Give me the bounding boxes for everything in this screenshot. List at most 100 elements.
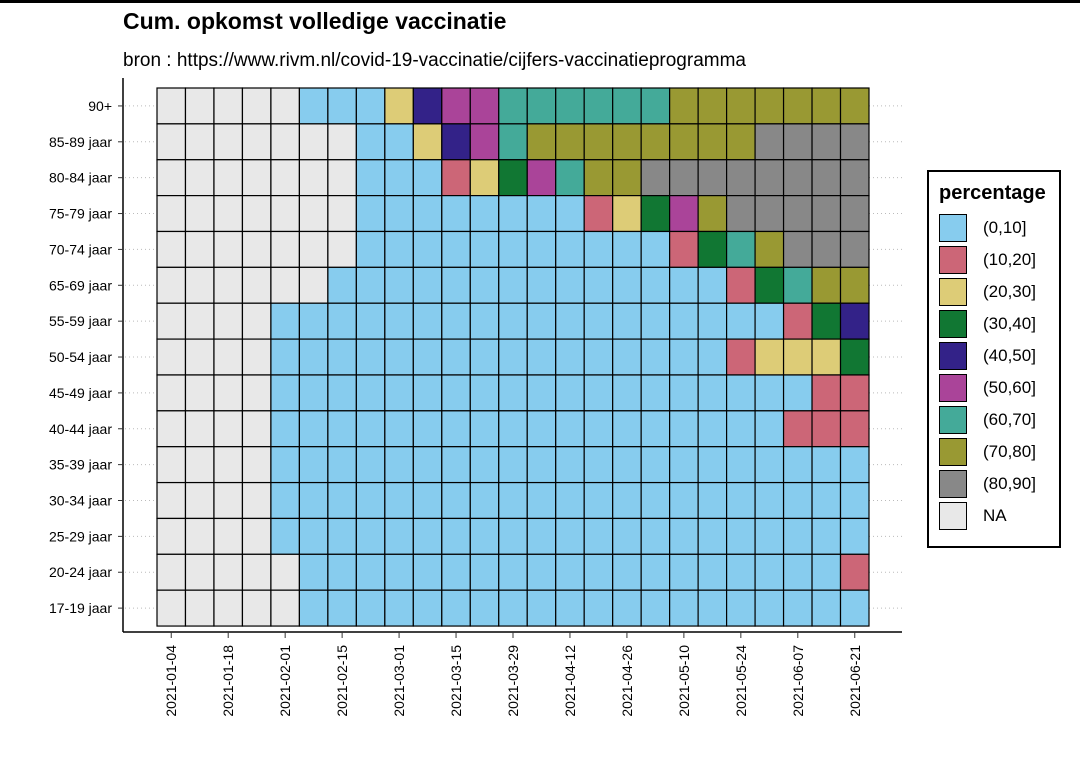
heatmap-cell bbox=[156, 87, 187, 125]
heatmap-cell bbox=[811, 123, 842, 161]
heatmap-cell bbox=[754, 446, 785, 484]
heatmap-cell bbox=[184, 374, 215, 412]
heatmap-cell bbox=[811, 553, 842, 591]
heatmap-cell bbox=[270, 410, 301, 448]
heatmap-cell bbox=[811, 589, 842, 627]
heatmap-cell bbox=[754, 517, 785, 555]
heatmap-cell bbox=[184, 266, 215, 304]
heatmap-cell bbox=[583, 410, 614, 448]
heatmap-cell bbox=[156, 589, 187, 627]
x-tick-label: 2021-04-26 bbox=[619, 645, 635, 717]
heatmap-cell bbox=[725, 481, 756, 520]
heatmap-cell bbox=[213, 553, 244, 591]
heatmap-cell bbox=[697, 230, 728, 268]
heatmap-cell bbox=[526, 230, 557, 268]
heatmap-cell bbox=[156, 481, 187, 520]
heatmap-cell bbox=[498, 374, 528, 412]
chart-subtitle: bron : https://www.rivm.nl/covid-19-vacc… bbox=[123, 50, 746, 71]
heatmap-cell bbox=[498, 87, 528, 125]
heatmap-cell bbox=[241, 159, 272, 197]
heatmap-cell bbox=[612, 87, 642, 125]
heatmap-cell bbox=[555, 553, 585, 591]
legend-label: (0,10] bbox=[983, 218, 1027, 237]
heatmap-cell bbox=[555, 410, 585, 448]
heatmap-cell bbox=[469, 123, 500, 161]
heatmap-cell bbox=[327, 517, 357, 555]
heatmap-cell bbox=[355, 481, 386, 520]
heatmap-cell bbox=[555, 446, 585, 484]
heatmap-cell bbox=[669, 553, 699, 591]
heatmap-cell bbox=[270, 517, 301, 555]
heatmap-cell bbox=[725, 589, 756, 627]
heatmap-cell bbox=[384, 338, 414, 376]
heatmap-cell bbox=[412, 553, 443, 591]
heatmap-cell bbox=[441, 302, 471, 340]
heatmap-cell bbox=[298, 338, 329, 376]
x-tick-label: 2021-03-29 bbox=[505, 645, 521, 717]
heatmap-cell bbox=[298, 410, 329, 448]
heatmap-cell bbox=[526, 195, 557, 233]
y-tick-label: 75-79 jaar bbox=[49, 206, 112, 222]
legend-label: (10,20] bbox=[983, 250, 1036, 269]
heatmap-cell bbox=[697, 302, 728, 340]
heatmap-cell bbox=[640, 410, 671, 448]
heatmap-cell bbox=[270, 589, 301, 627]
heatmap-cell bbox=[782, 410, 813, 448]
heatmap-cell bbox=[241, 87, 272, 125]
heatmap-cell bbox=[184, 410, 215, 448]
heatmap-cell bbox=[355, 338, 386, 376]
heatmap-cell bbox=[640, 266, 671, 304]
heatmap-cell bbox=[811, 230, 842, 268]
heatmap-cell bbox=[839, 123, 870, 161]
heatmap-cell bbox=[697, 481, 728, 520]
heatmap-cell bbox=[213, 374, 244, 412]
heatmap-cell bbox=[327, 159, 357, 197]
heatmap-cell bbox=[213, 266, 244, 304]
heatmap-cell bbox=[669, 195, 699, 233]
heatmap-cell bbox=[469, 230, 500, 268]
heatmap-cell bbox=[669, 87, 699, 125]
heatmap-cell bbox=[555, 302, 585, 340]
heatmap-cell bbox=[441, 553, 471, 591]
heatmap-cell bbox=[327, 266, 357, 304]
heatmap-cell bbox=[270, 159, 301, 197]
heatmap-cell bbox=[384, 517, 414, 555]
heatmap-cell bbox=[782, 87, 813, 125]
heatmap-cell bbox=[270, 338, 301, 376]
legend-swatch bbox=[939, 214, 967, 242]
heatmap-cell bbox=[213, 87, 244, 125]
heatmap-cell bbox=[583, 481, 614, 520]
x-tick-label: 2021-02-15 bbox=[334, 645, 350, 717]
heatmap-cell bbox=[384, 553, 414, 591]
heatmap-cell bbox=[298, 553, 329, 591]
heatmap-cell bbox=[327, 195, 357, 233]
heatmap-cell bbox=[213, 230, 244, 268]
legend-swatch bbox=[939, 310, 967, 338]
heatmap-cell bbox=[811, 195, 842, 233]
heatmap-cell bbox=[298, 123, 329, 161]
heatmap-cell bbox=[697, 338, 728, 376]
heatmap-cell bbox=[213, 195, 244, 233]
heatmap-cell bbox=[725, 230, 756, 268]
heatmap-cell bbox=[697, 159, 728, 197]
legend-label: (50,60] bbox=[983, 378, 1036, 397]
heatmap-cell bbox=[498, 481, 528, 520]
heatmap-cell bbox=[298, 517, 329, 555]
heatmap-cell bbox=[441, 87, 471, 125]
heatmap-cell bbox=[156, 195, 187, 233]
heatmap-cell bbox=[782, 446, 813, 484]
heatmap-cell bbox=[412, 481, 443, 520]
heatmap-cell bbox=[669, 159, 699, 197]
heatmap-cell bbox=[327, 481, 357, 520]
heatmap-cell bbox=[298, 374, 329, 412]
heatmap-cell bbox=[298, 302, 329, 340]
heatmap-cell bbox=[327, 446, 357, 484]
heatmap-cell bbox=[213, 410, 244, 448]
x-tick-label: 2021-03-01 bbox=[391, 645, 407, 717]
heatmap-cell bbox=[612, 266, 642, 304]
legend-item: (30,40] bbox=[939, 310, 1059, 340]
heatmap-cell bbox=[241, 517, 272, 555]
heatmap-cell bbox=[669, 302, 699, 340]
heatmap-cell bbox=[612, 302, 642, 340]
heatmap-cell bbox=[241, 374, 272, 412]
